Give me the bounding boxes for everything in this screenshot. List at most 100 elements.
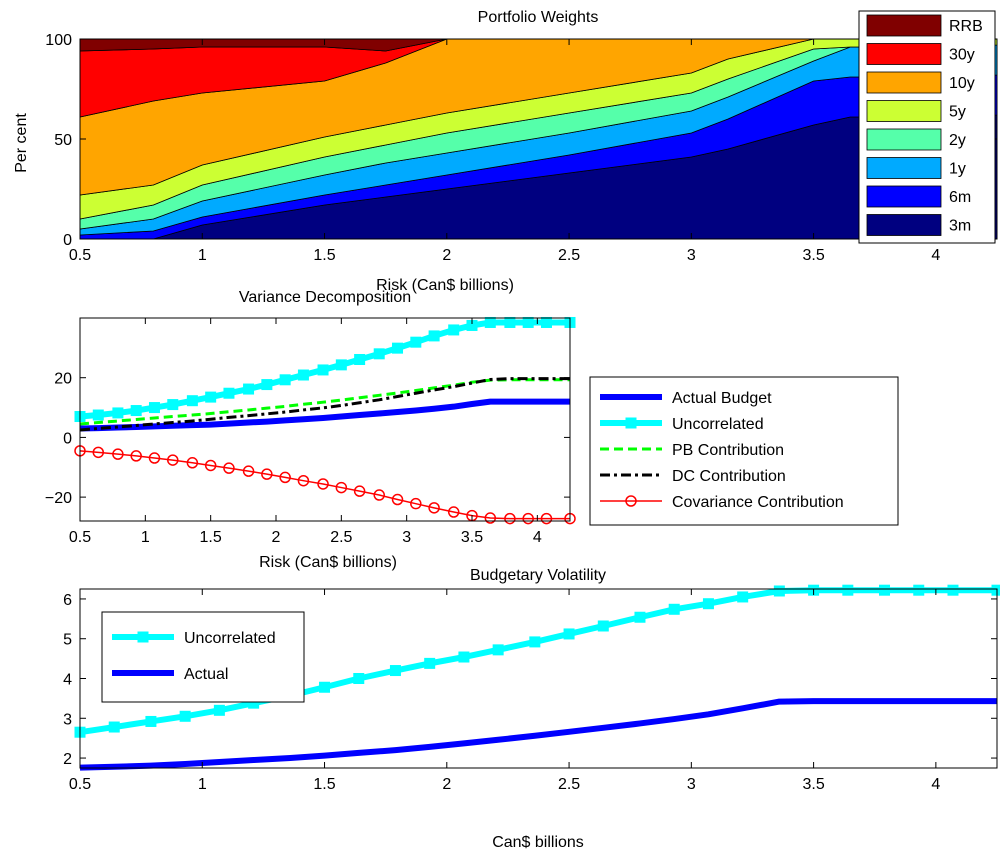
x-tick-label: 1.5: [313, 776, 335, 793]
legend-swatch: [866, 185, 942, 208]
data-point: [504, 512, 516, 525]
legend: RRB 30y 10y 5y 2y 1y 6m 3m: [858, 10, 996, 244]
legend-entry: 2y: [949, 132, 966, 149]
data-point: [112, 448, 124, 460]
data-point: [261, 379, 273, 391]
x-tick-label: 2: [272, 529, 281, 546]
legend-swatch: [866, 157, 942, 179]
data-point: [317, 478, 329, 490]
series-line: [79, 398, 570, 432]
data-point: [373, 348, 385, 360]
data-point: [563, 628, 575, 640]
legend-box: [101, 611, 305, 703]
data-point: [540, 512, 553, 525]
legend-swatch: [866, 71, 942, 94]
legend-entry: Uncorrelated: [672, 416, 764, 433]
data-point: [223, 462, 235, 474]
x-tick-label: 3.5: [802, 247, 824, 264]
x-tick-label: 2.5: [558, 247, 580, 264]
data-point: [297, 369, 309, 381]
x-tick-label: 0.5: [69, 529, 91, 546]
data-point: [773, 585, 785, 597]
x-tick-label: 0.5: [69, 247, 91, 264]
chart-title: Portfolio Weights: [478, 9, 599, 26]
data-point: [392, 342, 404, 354]
legend-entry: PB Contribution: [672, 442, 784, 459]
data-point: [354, 353, 366, 365]
data-point: [424, 657, 436, 669]
y-tick-label: 2: [63, 751, 72, 768]
variance-decomposition-chart: Variance Decomposition 0.5 1 1.5 2 2.5 3 3.5 4 −…: [45, 289, 899, 571]
y-tick-label: 20: [54, 371, 72, 388]
data-point: [145, 715, 157, 727]
data-point: [186, 395, 198, 407]
legend-entry: 1y: [949, 161, 966, 178]
data-point: [353, 673, 365, 684]
plot-area: [79, 38, 998, 240]
legend-swatch: [866, 214, 942, 236]
data-point: [484, 316, 496, 328]
x-axis-label: Risk (Can$ billions): [259, 554, 397, 571]
y-tick-label: 6: [63, 592, 72, 609]
legend-entry: Actual: [184, 666, 228, 683]
chart-title: Budgetary Volatility: [470, 567, 606, 584]
data-point: [335, 481, 348, 494]
x-tick-label: 3: [402, 529, 411, 546]
legend-entry: 6m: [949, 189, 971, 206]
data-point: [391, 493, 404, 506]
y-tick-label: 3: [63, 711, 72, 728]
x-tick-label: 3: [687, 776, 696, 793]
data-point: [242, 465, 255, 477]
legend-entry: RRB: [949, 18, 983, 35]
axes: 0.5 1 1.5 2 2.5 3 3.5 4 0 50 100: [45, 32, 998, 264]
legend-swatch: [866, 14, 942, 37]
x-tick-label: 3.5: [461, 529, 483, 546]
x-tick-label: 1: [141, 529, 150, 546]
data-point: [317, 364, 329, 376]
x-tick-label: 1: [198, 776, 207, 793]
data-point: [335, 359, 347, 371]
data-point: [913, 584, 925, 596]
data-point: [879, 584, 891, 596]
data-point: [947, 584, 959, 596]
x-tick-label: 4: [533, 529, 542, 546]
data-point: [204, 459, 217, 472]
x-tick-label: 2.5: [558, 776, 580, 793]
x-tick-label: 4: [931, 247, 940, 264]
legend-entry: 3m: [949, 218, 971, 235]
x-tick-label: 1.5: [200, 529, 222, 546]
data-point: [737, 591, 749, 603]
y-tick-label: 100: [45, 32, 72, 49]
data-point: [540, 316, 552, 328]
data-point: [625, 495, 637, 507]
data-point: [373, 489, 385, 501]
y-axis-label: Per cent: [13, 113, 30, 173]
data-point: [410, 336, 422, 348]
legend-entry: Actual Budget: [672, 390, 772, 407]
data-point: [447, 506, 460, 518]
legend-entry: DC Contribution: [672, 468, 786, 485]
plot-area: [74, 316, 576, 525]
portfolio-weights-chart: Portfolio Weights 0.5 1 1.5 2 2.5 3 3.5 4 0 50 100…: [13, 9, 998, 294]
axes: 0.5 1 1.5 2 2.5 3 3.5 4 2 3 4 5 6: [63, 588, 998, 793]
x-tick-label: 1: [198, 247, 207, 264]
x-tick-label: 2: [442, 776, 451, 793]
data-point: [167, 399, 179, 411]
data-point: [92, 409, 104, 421]
series-line: [79, 698, 997, 771]
data-point: [634, 611, 646, 623]
legend-entry: 10y: [949, 75, 975, 92]
legend-entry: Covariance Contribution: [672, 494, 844, 511]
axes: 0.5 1 1.5 2 2.5 3 3.5 4 −20 0 20: [45, 317, 571, 546]
data-point: [92, 446, 105, 459]
data-point: [492, 644, 504, 656]
x-tick-label: 2: [442, 247, 451, 264]
legend-swatch: [866, 100, 942, 122]
data-point: [130, 450, 142, 462]
y-tick-label: 5: [63, 632, 72, 649]
x-tick-label: 0.5: [69, 776, 91, 793]
data-point: [130, 405, 142, 417]
data-point: [458, 651, 470, 663]
data-point: [112, 407, 124, 419]
